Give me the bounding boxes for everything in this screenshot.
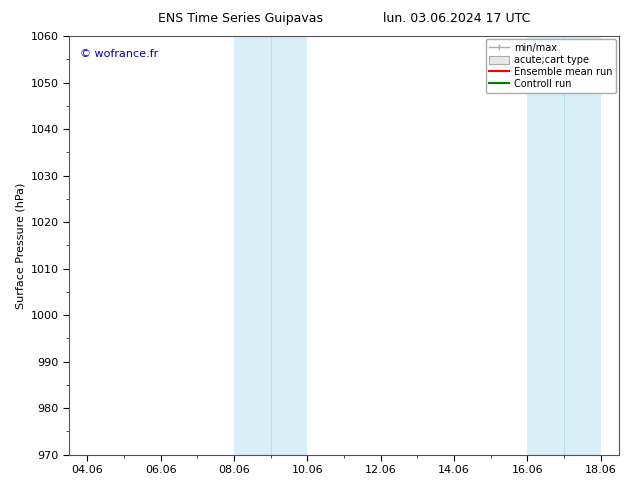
Text: © wofrance.fr: © wofrance.fr (80, 49, 158, 59)
Text: lun. 03.06.2024 17 UTC: lun. 03.06.2024 17 UTC (383, 12, 530, 25)
Text: ENS Time Series Guipavas: ENS Time Series Guipavas (158, 12, 323, 25)
Bar (527, 36, 600, 455)
Bar (234, 36, 307, 455)
Legend: min/max, acute;cart type, Ensemble mean run, Controll run: min/max, acute;cart type, Ensemble mean … (486, 39, 616, 93)
Y-axis label: Surface Pressure (hPa): Surface Pressure (hPa) (15, 182, 25, 309)
